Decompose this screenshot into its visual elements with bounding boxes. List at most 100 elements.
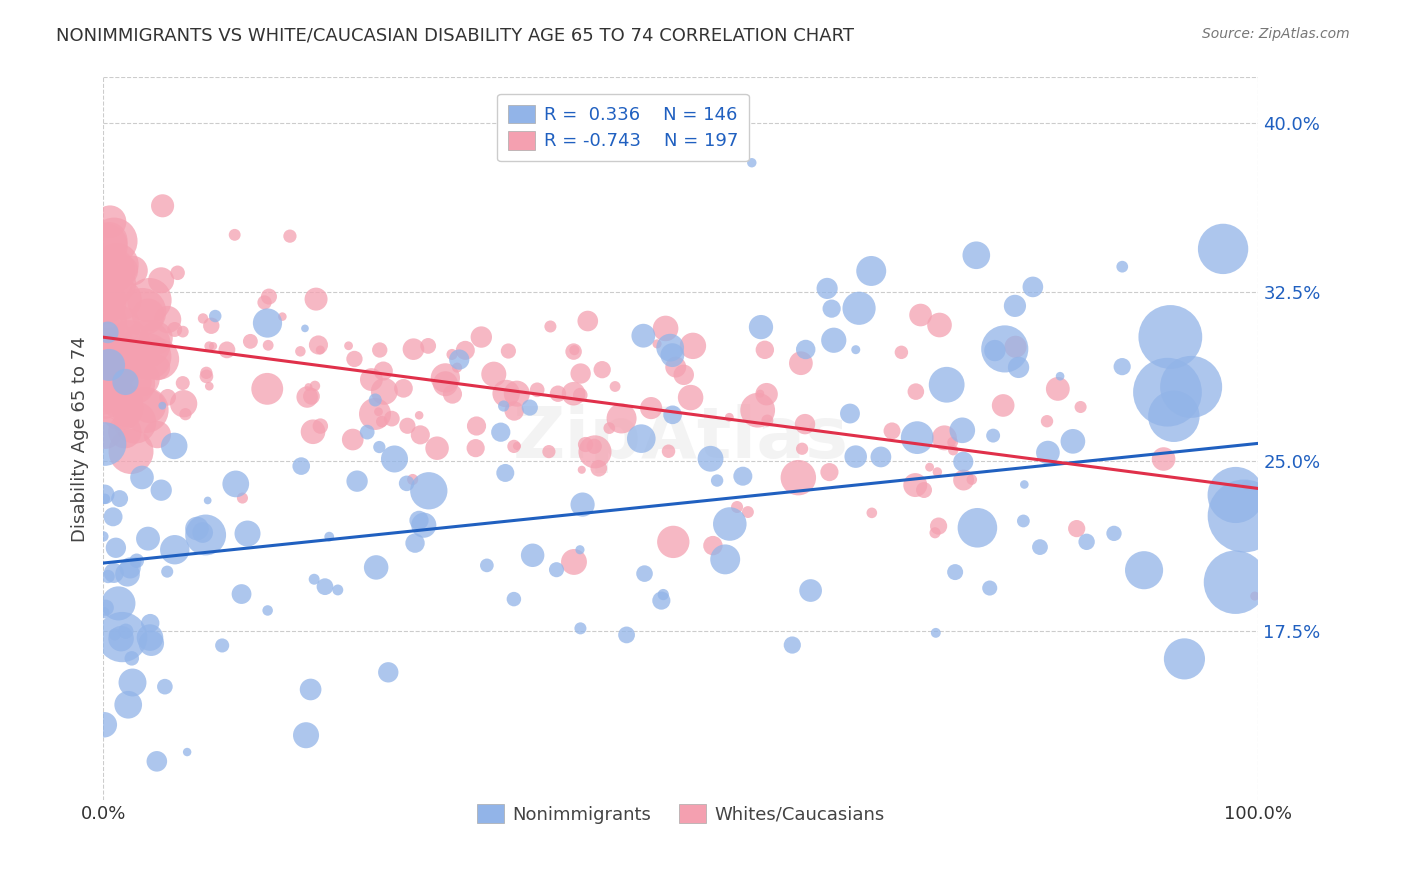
Point xyxy=(136,308,159,322)
Point xyxy=(495,386,517,401)
Point xyxy=(104,627,127,641)
Point xyxy=(654,321,676,335)
Point xyxy=(564,343,586,358)
Point xyxy=(942,443,965,458)
Point xyxy=(927,465,949,479)
Text: Source: ZipAtlas.com: Source: ZipAtlas.com xyxy=(1202,27,1350,41)
Point xyxy=(800,583,823,598)
Point xyxy=(1153,452,1175,467)
Point xyxy=(93,373,115,387)
Point xyxy=(498,344,520,359)
Point xyxy=(418,483,440,498)
Point xyxy=(633,566,655,581)
Point xyxy=(198,379,221,393)
Point xyxy=(823,333,845,347)
Point xyxy=(576,314,599,328)
Point xyxy=(702,539,724,553)
Point xyxy=(97,356,120,370)
Point xyxy=(100,263,122,277)
Point xyxy=(426,441,449,455)
Point xyxy=(1163,409,1185,424)
Point xyxy=(562,344,585,359)
Point xyxy=(569,388,592,402)
Point xyxy=(562,555,585,569)
Point xyxy=(1022,280,1045,294)
Point xyxy=(845,450,868,464)
Point xyxy=(591,362,613,376)
Point xyxy=(918,460,941,475)
Point xyxy=(934,431,956,445)
Point xyxy=(910,308,932,322)
Point xyxy=(1111,260,1133,274)
Point xyxy=(93,294,115,309)
Point xyxy=(135,403,157,417)
Point xyxy=(94,298,117,312)
Point xyxy=(952,455,974,469)
Point xyxy=(401,473,423,487)
Point xyxy=(568,542,591,557)
Point xyxy=(225,477,247,491)
Point xyxy=(127,348,149,362)
Point xyxy=(924,525,946,540)
Point xyxy=(928,318,950,332)
Point xyxy=(1004,299,1026,313)
Point xyxy=(860,506,883,520)
Point xyxy=(384,452,406,467)
Point xyxy=(569,367,592,381)
Point xyxy=(174,407,197,421)
Point xyxy=(96,355,118,369)
Point xyxy=(1004,340,1026,354)
Point xyxy=(93,348,115,362)
Point xyxy=(373,364,395,378)
Point xyxy=(754,343,776,357)
Point xyxy=(326,582,349,597)
Point xyxy=(546,563,568,577)
Point xyxy=(1156,385,1178,400)
Point xyxy=(981,428,1004,442)
Point xyxy=(302,572,325,586)
Point xyxy=(103,566,125,580)
Point xyxy=(503,439,526,453)
Y-axis label: Disability Age 65 to 74: Disability Age 65 to 74 xyxy=(72,336,89,541)
Point xyxy=(537,444,560,458)
Point xyxy=(211,639,233,653)
Point xyxy=(111,630,134,644)
Point xyxy=(616,628,638,642)
Point xyxy=(360,373,382,387)
Point xyxy=(950,423,973,437)
Point xyxy=(136,532,159,546)
Point xyxy=(960,473,983,487)
Point xyxy=(138,400,160,414)
Point xyxy=(610,411,633,425)
Point xyxy=(571,498,593,512)
Point xyxy=(98,279,121,293)
Point xyxy=(94,425,117,440)
Point xyxy=(412,518,434,533)
Point xyxy=(979,581,1001,595)
Point xyxy=(494,466,516,480)
Point xyxy=(1046,382,1069,396)
Point xyxy=(342,433,364,447)
Point xyxy=(650,593,672,607)
Point xyxy=(204,309,226,323)
Point xyxy=(198,339,221,353)
Point xyxy=(368,343,391,357)
Point xyxy=(787,470,810,484)
Point xyxy=(368,440,391,454)
Point xyxy=(659,341,682,355)
Point xyxy=(526,383,548,397)
Point xyxy=(343,351,366,366)
Point xyxy=(440,347,463,361)
Point xyxy=(309,343,332,357)
Point xyxy=(172,325,194,339)
Point xyxy=(371,415,394,429)
Text: NONIMMIGRANTS VS WHITE/CAUCASIAN DISABILITY AGE 65 TO 74 CORRELATION CHART: NONIMMIGRANTS VS WHITE/CAUCASIAN DISABIL… xyxy=(56,27,855,45)
Point xyxy=(101,336,124,351)
Point xyxy=(1036,414,1059,428)
Point xyxy=(571,463,593,477)
Point xyxy=(93,389,115,403)
Point xyxy=(418,339,440,353)
Point xyxy=(1243,589,1265,603)
Point xyxy=(489,425,512,440)
Point xyxy=(118,334,141,348)
